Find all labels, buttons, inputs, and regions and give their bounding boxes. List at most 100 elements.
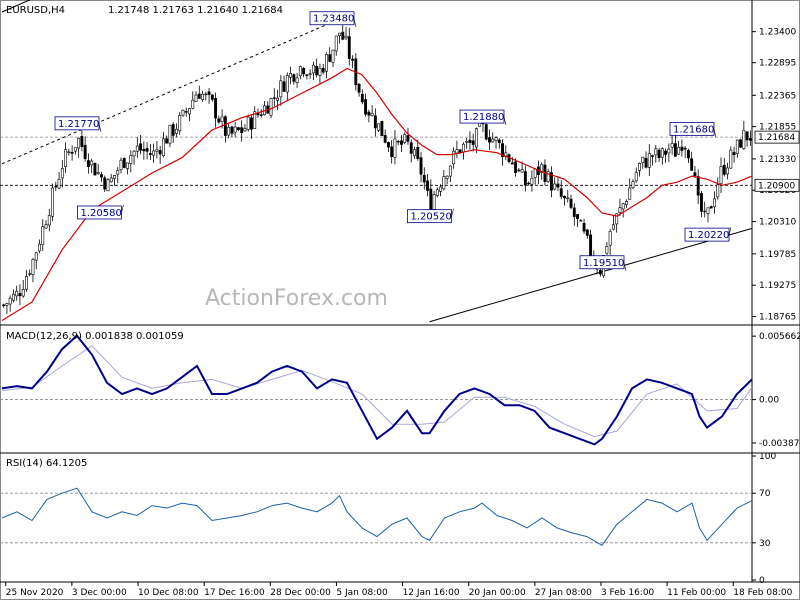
annotation-leader bbox=[451, 208, 454, 217]
candle-body bbox=[634, 172, 638, 182]
candle-body bbox=[302, 68, 306, 75]
candle-body bbox=[165, 138, 169, 144]
x-tick-label: 5 Jan 08:00 bbox=[336, 588, 388, 598]
annotation-label: 1.21880 bbox=[463, 112, 504, 123]
candle-body bbox=[527, 182, 531, 185]
candle-body bbox=[703, 210, 707, 213]
candle-body bbox=[298, 66, 302, 77]
candle-body bbox=[660, 148, 664, 158]
candle-body bbox=[468, 139, 472, 143]
candle-body bbox=[533, 168, 537, 178]
candle-body bbox=[308, 73, 312, 75]
candle-body bbox=[461, 143, 465, 153]
price-annotations: 1.21770 1.20580 1.23480 1.20520 1.21880 1.195… bbox=[54, 11, 732, 271]
candle-body bbox=[38, 243, 41, 252]
candle-body bbox=[106, 179, 110, 192]
candle-body bbox=[341, 31, 345, 40]
candle-body bbox=[67, 151, 71, 153]
panel-titles: EURUSD,H4 1.21748 1.21763 1.21640 1.2168… bbox=[6, 5, 283, 469]
candle-body bbox=[100, 174, 103, 178]
candle-body bbox=[338, 32, 341, 37]
candle-body bbox=[15, 290, 19, 297]
y-tick-label: 1.22895 bbox=[759, 59, 796, 69]
candle-body bbox=[719, 166, 723, 184]
candle-body bbox=[393, 138, 397, 158]
annotation-box bbox=[669, 121, 715, 136]
candle-body bbox=[357, 83, 361, 93]
candle-body bbox=[360, 93, 364, 103]
candle-body bbox=[494, 137, 498, 141]
y-tick-label: 1.21855 bbox=[759, 123, 796, 133]
candle-body bbox=[625, 201, 628, 205]
candle-body bbox=[726, 167, 729, 175]
candle-body bbox=[523, 171, 527, 186]
candle-body bbox=[563, 195, 566, 199]
candle-body bbox=[11, 293, 15, 301]
candle-body bbox=[233, 126, 237, 133]
macd-tick-label: -0.003872 bbox=[759, 439, 800, 449]
candle-body bbox=[673, 143, 677, 157]
candle-body bbox=[517, 169, 521, 172]
macd-line bbox=[1, 334, 753, 446]
candle-body bbox=[429, 188, 433, 210]
x-tick-label: 3 Dec 00:00 bbox=[72, 588, 127, 598]
rsi-tick-label: 70 bbox=[759, 489, 771, 499]
candle-body bbox=[386, 142, 390, 148]
candle-body bbox=[491, 138, 495, 143]
candle-body bbox=[680, 146, 684, 151]
candle-body bbox=[148, 153, 152, 155]
candle-body bbox=[556, 183, 560, 188]
candle-body bbox=[214, 98, 218, 119]
candle-body bbox=[722, 164, 726, 175]
candle-body bbox=[2, 304, 6, 306]
candle-body bbox=[116, 170, 120, 175]
candle-body bbox=[129, 155, 133, 164]
candle-body bbox=[96, 172, 100, 174]
candle-body bbox=[667, 148, 671, 154]
candle-body bbox=[272, 97, 276, 99]
candle-body bbox=[370, 113, 374, 117]
candle-body bbox=[109, 177, 113, 183]
rsi-tick-label: 100 bbox=[759, 452, 776, 462]
candle-body bbox=[426, 180, 429, 191]
watermark: ActionForex.com bbox=[205, 286, 388, 311]
candle-body bbox=[321, 67, 325, 73]
candle-body bbox=[497, 139, 501, 143]
candle-body bbox=[475, 128, 478, 148]
rsi-panel: 100 70 30 0 bbox=[0, 452, 776, 586]
x-tick-label: 11 Feb 00:00 bbox=[667, 588, 726, 598]
candle-body bbox=[572, 207, 576, 217]
annotation-box bbox=[54, 116, 100, 131]
candle-body bbox=[253, 111, 257, 129]
price-tag-label: 1.21684 bbox=[758, 133, 795, 143]
candle-body bbox=[184, 111, 188, 113]
candle-body bbox=[641, 156, 645, 164]
macd-tick-label: 0.00 bbox=[759, 396, 779, 406]
ohlc-readout: 1.21748 1.21763 1.21640 1.21684 bbox=[108, 5, 283, 16]
y-tick-label: 1.19275 bbox=[759, 281, 796, 291]
candle-body bbox=[57, 178, 61, 189]
candle-body bbox=[201, 93, 204, 100]
annotation-label: 1.21680 bbox=[673, 124, 714, 135]
candle-body bbox=[77, 137, 81, 149]
rsi-line bbox=[1, 487, 753, 546]
candle-body bbox=[204, 93, 208, 96]
trend-lines bbox=[0, 0, 753, 323]
candle-body bbox=[471, 140, 475, 145]
candle-body bbox=[325, 54, 328, 72]
candle-body bbox=[696, 176, 700, 196]
candle-body bbox=[501, 143, 504, 158]
axis-labels: 1.234001.228951.223651.218551.213301.208… bbox=[5, 28, 800, 598]
candle-body bbox=[618, 207, 622, 213]
candle-body bbox=[119, 159, 123, 171]
candle-body bbox=[347, 36, 351, 59]
rsi-tick-label: 30 bbox=[759, 539, 771, 549]
candle-body bbox=[364, 99, 368, 115]
candle-body bbox=[546, 171, 550, 182]
candle-body bbox=[383, 135, 387, 143]
candle-body bbox=[700, 193, 703, 212]
candle-body bbox=[210, 94, 214, 100]
y-tick-label: 1.23400 bbox=[759, 28, 796, 38]
candle-body bbox=[126, 162, 129, 169]
